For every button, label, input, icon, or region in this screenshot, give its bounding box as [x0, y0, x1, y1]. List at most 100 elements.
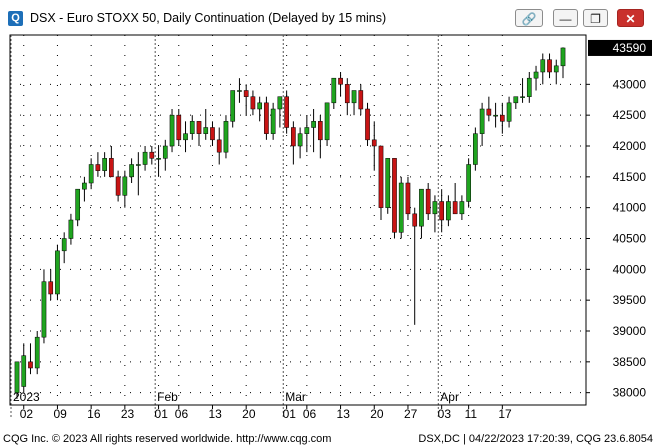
candle-body-up	[88, 164, 94, 184]
candle	[109, 146, 114, 178]
candle	[284, 90, 289, 134]
candle-body-up	[162, 145, 168, 159]
candle	[317, 115, 323, 159]
candle	[553, 59, 559, 85]
candle-body-down	[338, 77, 343, 85]
candle	[459, 195, 465, 220]
candle-body-up	[351, 90, 357, 104]
y-tick-label: 39500	[613, 293, 647, 307]
candle	[88, 158, 94, 190]
candle-body-down	[486, 108, 492, 116]
candle-body-up	[203, 127, 209, 134]
candle	[270, 102, 276, 140]
candle	[452, 183, 458, 215]
candle	[129, 158, 134, 183]
chart-area[interactable]: 38000 38500 39000 39500 40000 40500 41000 41500…	[0, 33, 656, 433]
candle	[412, 207, 418, 325]
candle-body-up	[304, 127, 310, 134]
x-axis: 2023 Feb Mar Apr 02 09 16 23 01 06 13 20 01 06 13 20 27 0…	[10, 390, 586, 421]
candle-body-up	[169, 114, 175, 147]
candle-body-up	[270, 108, 276, 134]
candle	[156, 146, 161, 177]
candle-body-up	[122, 176, 128, 196]
candle	[338, 72, 343, 97]
x-tick-label: 11	[465, 407, 478, 421]
candle	[291, 121, 296, 165]
candle-body-up	[277, 96, 283, 110]
candle	[351, 90, 357, 116]
candle	[210, 121, 215, 146]
candle-body-up	[230, 90, 236, 122]
candle	[446, 195, 451, 227]
candle	[75, 188, 81, 227]
y-tick-label: 40000	[613, 262, 647, 276]
candle	[520, 78, 525, 103]
last-price-marker: 43590	[588, 39, 652, 56]
candle-body-down	[291, 127, 296, 147]
candlestick-chart[interactable]: 38000 38500 39000 39500 40000 40500 41000 41500…	[0, 33, 656, 433]
minimize-button[interactable]: —	[553, 9, 578, 27]
candle	[237, 78, 242, 103]
candle-body-down	[210, 127, 215, 141]
candle	[34, 331, 40, 375]
last-price-box	[588, 39, 652, 56]
y-tick-label: 41500	[613, 170, 647, 184]
candle-body-up	[560, 47, 566, 67]
candle-body-down	[196, 121, 202, 134]
x-tick-label: 27	[404, 407, 418, 421]
window-titlebar: Q DSX - Euro STOXX 50, Daily Continuatio…	[0, 0, 656, 36]
candle	[371, 121, 377, 171]
candle	[162, 139, 168, 171]
candle	[526, 72, 532, 103]
candle	[513, 96, 519, 109]
candle	[243, 84, 249, 116]
x-tick-label: 06	[303, 407, 317, 421]
x-tick-label: 20	[370, 407, 384, 421]
candle-body-up	[183, 133, 188, 141]
candle	[344, 78, 350, 116]
restore-icon: ❐	[590, 12, 601, 26]
candle-body-up	[34, 336, 40, 369]
candle-body-down	[48, 281, 54, 295]
y-tick-label: 42000	[613, 139, 647, 153]
y-tick-label: 43000	[613, 77, 647, 91]
candle-body-down	[109, 158, 114, 178]
candle-body-down	[452, 201, 458, 215]
candle-body-up	[520, 96, 525, 98]
candle-body-down	[412, 213, 418, 227]
candle	[499, 102, 505, 134]
candle-body-down	[425, 188, 431, 215]
candle	[41, 269, 47, 344]
candle-body-up	[189, 121, 195, 134]
month-label: Mar	[285, 390, 306, 404]
candle-body-up	[68, 219, 74, 239]
x-tick-label: 17	[498, 407, 512, 421]
candle	[358, 84, 364, 116]
x-tick-label: 20	[242, 407, 256, 421]
x-tick-label: 23	[121, 407, 135, 421]
candle	[28, 343, 33, 375]
candle-body-up	[432, 201, 438, 215]
window-title: DSX - Euro STOXX 50, Daily Continuation …	[30, 11, 387, 25]
candles-group	[14, 47, 566, 399]
candle-body-down	[392, 158, 397, 233]
candle	[264, 96, 269, 140]
candle-body-up	[419, 188, 424, 227]
y-tick-label: 39000	[613, 324, 647, 338]
candle-body-down	[176, 114, 182, 141]
x-tick-label: 06	[175, 407, 189, 421]
restore-button[interactable]: ❐	[583, 9, 608, 27]
x-tick-label: 13	[337, 407, 351, 421]
candle	[216, 127, 222, 165]
link-button[interactable]: 🔗	[515, 9, 543, 27]
x-tick-label: 02	[20, 407, 34, 421]
candle	[277, 96, 283, 128]
candle	[506, 96, 512, 128]
candle	[14, 361, 20, 399]
candle	[122, 170, 128, 208]
close-button[interactable]: ✕	[617, 9, 644, 27]
candle-body-up	[21, 355, 27, 387]
candle	[21, 343, 27, 393]
candle	[297, 127, 303, 159]
candle-body-up	[526, 77, 532, 97]
